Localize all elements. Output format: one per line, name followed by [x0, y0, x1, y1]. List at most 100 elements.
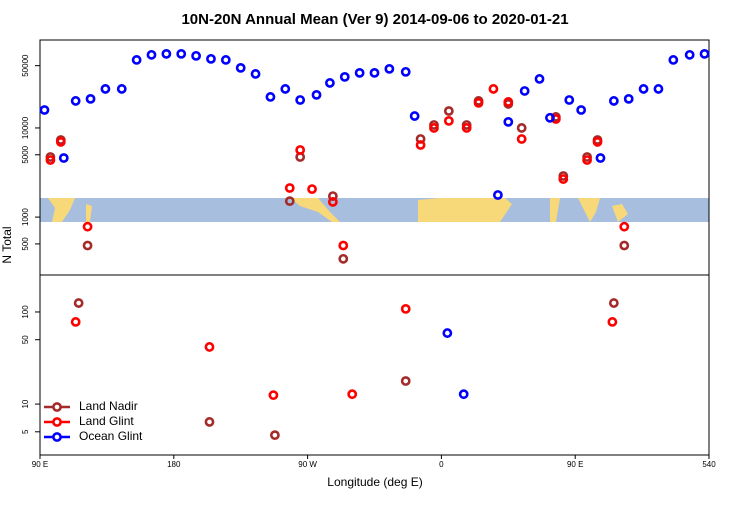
marker — [347, 389, 358, 400]
land — [578, 198, 600, 222]
marker — [338, 240, 349, 251]
marker — [284, 196, 295, 207]
x-tick-label: 90 E — [567, 460, 583, 469]
marker — [327, 191, 338, 201]
map-band — [40, 198, 709, 222]
marker — [607, 317, 618, 327]
y-tick-label: 5 — [21, 429, 30, 434]
marker — [653, 84, 664, 94]
marker — [82, 240, 93, 251]
marker — [473, 98, 484, 108]
marker — [369, 67, 380, 78]
marker — [280, 84, 291, 94]
marker — [191, 50, 201, 61]
marker — [608, 96, 619, 106]
x-tick-label: 0 — [439, 460, 444, 469]
marker — [668, 55, 679, 65]
marker — [146, 49, 157, 60]
marker — [684, 49, 695, 60]
plot-frame — [39, 39, 710, 456]
marker — [220, 55, 231, 65]
marker — [400, 376, 411, 386]
marker — [73, 298, 84, 308]
marker — [235, 62, 246, 73]
land — [290, 198, 340, 222]
y-tick-label: 100 — [21, 305, 30, 319]
marker — [100, 84, 111, 94]
marker — [295, 95, 306, 105]
marker — [339, 71, 350, 82]
x-tick-label: 540 — [702, 460, 716, 469]
marker — [327, 197, 338, 207]
marker — [55, 137, 66, 147]
marker — [204, 417, 215, 427]
marker — [699, 48, 710, 59]
marker — [70, 96, 81, 106]
marker — [45, 155, 56, 165]
marker — [116, 84, 127, 94]
y-tick-label: 5000 — [21, 145, 30, 163]
chart-title: 10N-20N Annual Mean (Ver 9) 2014-09-06 t… — [181, 11, 568, 28]
legend-label: Land Glint — [79, 414, 134, 428]
marker — [409, 111, 420, 121]
marker — [619, 221, 630, 232]
marker — [576, 105, 587, 115]
land — [418, 198, 512, 222]
marker — [595, 153, 606, 163]
legend-label: Ocean Glint — [79, 429, 143, 443]
marker — [265, 92, 276, 102]
marker — [503, 116, 514, 127]
marker — [503, 97, 514, 107]
marker — [608, 298, 619, 308]
marker — [131, 55, 142, 65]
legend-label: Land Nadir — [79, 399, 138, 413]
land — [550, 198, 560, 222]
marker — [516, 134, 527, 144]
marker — [638, 84, 649, 94]
marker — [558, 174, 569, 184]
x-tick-label: 90 E — [32, 460, 48, 469]
x-tick-label: 90 W — [298, 460, 317, 469]
y-tick-label: 10000 — [21, 116, 30, 139]
legend-marker — [52, 432, 62, 442]
y-tick-label: 500 — [21, 237, 30, 251]
marker — [82, 221, 93, 232]
marker — [492, 190, 503, 200]
marker — [311, 89, 322, 100]
marker — [415, 140, 426, 150]
ocean — [40, 198, 709, 222]
marker — [39, 105, 50, 115]
marker — [161, 48, 172, 59]
marker — [176, 48, 187, 59]
legend-marker — [52, 402, 62, 412]
marker — [206, 53, 216, 64]
legend-marker — [52, 417, 62, 427]
marker — [564, 95, 575, 105]
marker — [592, 137, 603, 147]
marker — [545, 112, 555, 123]
marker — [400, 66, 411, 77]
land — [48, 198, 75, 222]
marker — [461, 123, 472, 133]
marker — [307, 184, 317, 195]
marker — [85, 93, 96, 104]
marker — [623, 93, 634, 104]
land — [612, 204, 628, 222]
marker — [582, 155, 592, 165]
marker — [250, 69, 261, 79]
marker — [70, 317, 81, 327]
marker — [204, 342, 215, 352]
marker — [488, 84, 499, 94]
y-tick-label: 10 — [21, 399, 30, 408]
land — [86, 204, 92, 222]
x-tick-label: 180 — [167, 460, 181, 469]
y-tick-label: 1000 — [21, 208, 30, 226]
marker — [338, 253, 349, 264]
marker — [619, 240, 630, 251]
marker — [295, 145, 306, 155]
marker — [58, 153, 69, 163]
marker — [429, 123, 439, 133]
marker — [384, 63, 395, 74]
y-axis-label: N Total — [0, 226, 14, 263]
